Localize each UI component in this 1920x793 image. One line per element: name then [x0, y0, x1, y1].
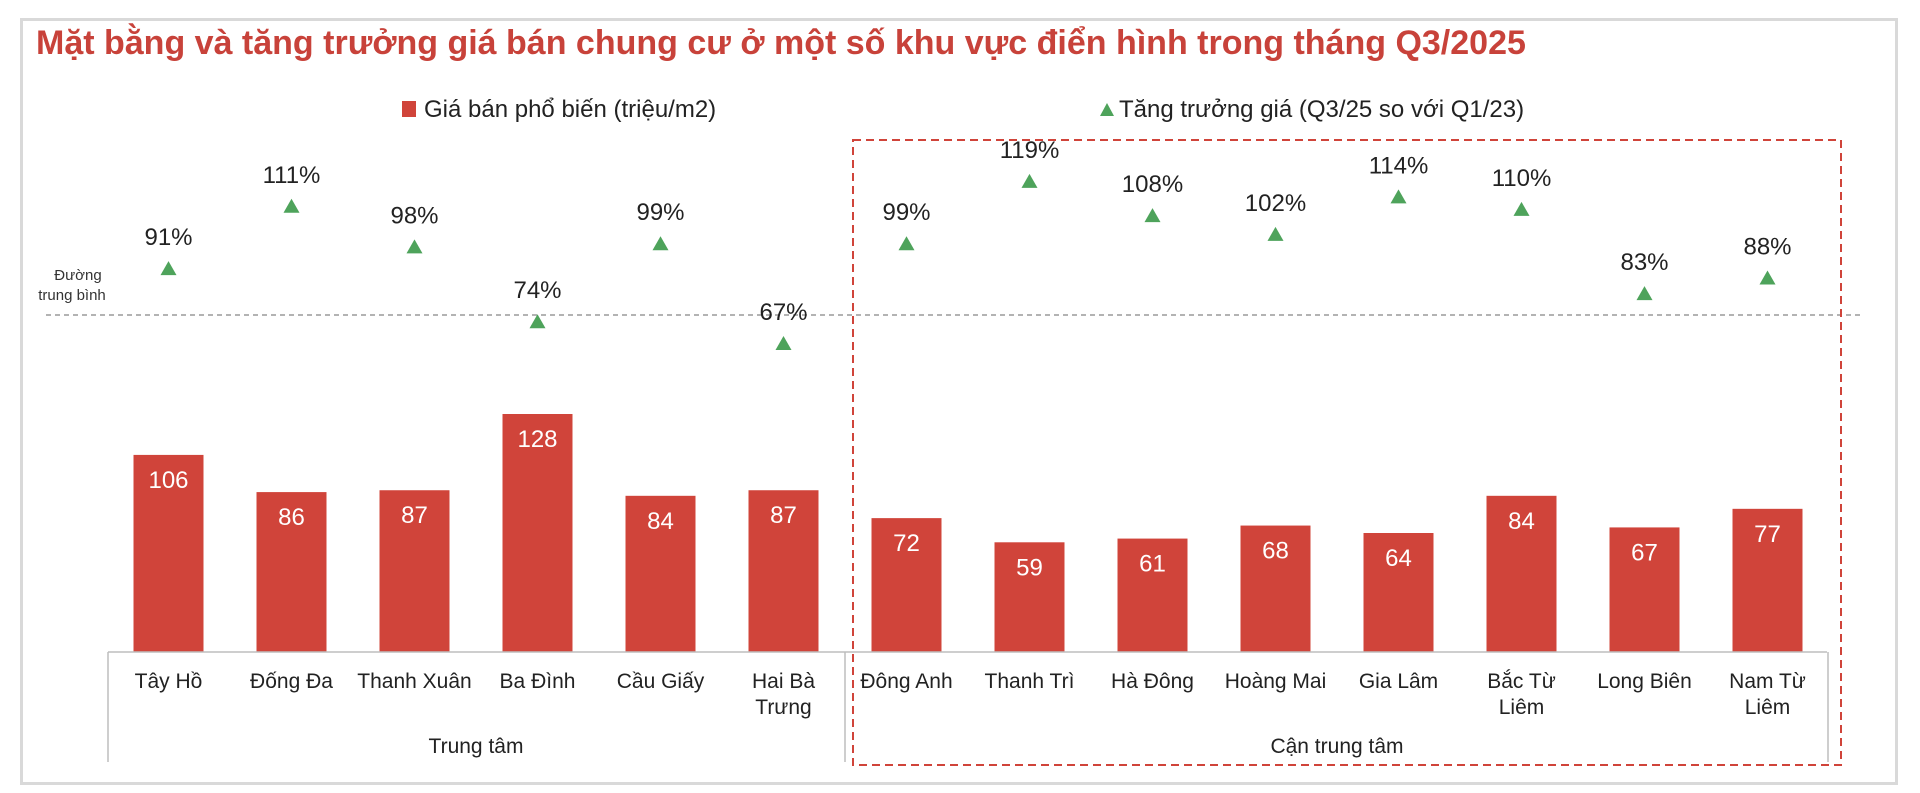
- legend-bar-label: Giá bán phổ biến (triệu/m2): [424, 96, 716, 123]
- category-label: Gia Lâm: [1359, 670, 1438, 693]
- category-groups: Trung tâm Cận trung tâm: [429, 735, 1404, 758]
- category-label: Ba Đình: [500, 670, 576, 693]
- growth-label: 67%: [759, 299, 807, 326]
- growth-marker: [1144, 208, 1161, 223]
- average-line-label-2: trung bình: [38, 287, 106, 304]
- bar: [379, 490, 450, 652]
- growth-marker: [775, 336, 792, 351]
- growth-marker: [529, 314, 546, 329]
- bar: [1609, 527, 1680, 652]
- group-label: Cận trung tâm: [1270, 735, 1403, 758]
- bar: [1732, 508, 1803, 652]
- growth-labels: 91% 111% 98% 74% 99% 67% 99% 119% 108% 102% 114% 11…: [144, 137, 1791, 326]
- category-label: Hà Đông: [1111, 670, 1194, 693]
- growth-label: 114%: [1369, 152, 1429, 179]
- category-label: Liêm: [1745, 696, 1791, 719]
- category-label: Liêm: [1499, 696, 1545, 719]
- bar-value-label: 68: [1262, 538, 1289, 565]
- category-label: Bắc Từ: [1487, 670, 1556, 693]
- average-line-group: Đường trung bình: [38, 267, 1860, 316]
- bar-value-label: 72: [893, 530, 920, 557]
- growth-label: 111%: [263, 162, 321, 189]
- category-label: Hoàng Mai: [1225, 670, 1327, 693]
- group-label: Trung tâm: [429, 735, 524, 758]
- category-label: Đông Anh: [860, 670, 952, 693]
- category-label: Thanh Xuân: [357, 670, 471, 693]
- legend: Giá bán phổ biến (triệu/m2) Tăng trưởng …: [402, 96, 1524, 123]
- bar-value-label: 67: [1631, 539, 1658, 566]
- bars: [133, 414, 1803, 652]
- bar-value-labels: 106 86 87 128 84 87 72 59 61 68 64 84 67 77: [148, 426, 1780, 581]
- bar: [625, 495, 696, 652]
- category-axis: [107, 651, 1829, 762]
- growth-label: 119%: [1000, 137, 1060, 164]
- bar: [1240, 525, 1311, 652]
- bar: [871, 518, 942, 652]
- chart-title: Mặt bằng và tăng trưởng giá bán chung cư…: [36, 24, 1526, 62]
- growth-label: 102%: [1245, 190, 1306, 217]
- chart-frame: [20, 18, 1898, 785]
- growth-marker: [1636, 286, 1653, 301]
- bar-value-label: 87: [770, 502, 797, 529]
- growth-marker: [283, 198, 300, 213]
- category-label: Trưng: [755, 696, 811, 719]
- category-label: Nam Từ: [1729, 670, 1806, 693]
- category-label: Cầu Giấy: [617, 670, 705, 693]
- near-center-highlight-box: [852, 139, 1842, 766]
- bar-value-label: 106: [148, 467, 188, 494]
- growth-label: 98%: [390, 202, 438, 229]
- growth-label: 83%: [1620, 249, 1668, 276]
- category-label: Long Biên: [1597, 670, 1692, 693]
- growth-label: 99%: [636, 199, 684, 226]
- category-label: Tây Hồ: [135, 670, 203, 693]
- growth-marker: [1267, 226, 1284, 241]
- bar: [1117, 538, 1188, 652]
- bar-value-label: 64: [1385, 545, 1412, 572]
- category-labels: Tây Hồ Đống Đa Thanh Xuân Ba Đình Cầu Giấy Ha…: [135, 670, 1806, 719]
- bar: [133, 454, 204, 652]
- growth-label: 110%: [1492, 165, 1552, 192]
- bar-value-label: 84: [647, 508, 674, 535]
- growth-marker: [898, 236, 915, 251]
- growth-label: 88%: [1743, 234, 1791, 261]
- bar-value-label: 59: [1016, 554, 1043, 581]
- growth-label: 99%: [882, 199, 930, 226]
- growth-marker: [1021, 173, 1038, 188]
- bar: [748, 490, 819, 652]
- category-label: Hai Bà: [752, 670, 815, 693]
- category-label: Thanh Trì: [985, 670, 1075, 693]
- legend-marker-label: Tăng trưởng giá (Q3/25 so với Q1/23): [1119, 96, 1524, 123]
- bar-value-label: 128: [517, 426, 557, 453]
- growth-marker: [1390, 189, 1407, 204]
- growth-marker: [1513, 201, 1530, 216]
- bar: [1486, 495, 1557, 652]
- growth-label: 91%: [144, 224, 192, 251]
- bar-value-label: 87: [401, 502, 428, 529]
- legend-bar-swatch: [402, 101, 416, 117]
- average-line-label-1: Đường: [54, 267, 101, 284]
- bar-value-label: 61: [1139, 551, 1166, 578]
- bar: [994, 542, 1065, 652]
- legend-marker-icon: [1100, 103, 1114, 116]
- growth-label: 74%: [513, 277, 561, 304]
- growth-marker: [652, 236, 669, 251]
- bar: [256, 492, 327, 652]
- bar-value-label: 86: [278, 504, 305, 531]
- growth-markers: [160, 173, 1776, 351]
- bar: [502, 414, 573, 652]
- bar-value-label: 77: [1754, 521, 1781, 548]
- growth-marker: [406, 239, 423, 254]
- bar: [1363, 533, 1434, 652]
- category-label: Đống Đa: [250, 670, 333, 693]
- growth-marker: [1759, 270, 1776, 285]
- bar-value-label: 84: [1508, 508, 1535, 535]
- growth-label: 108%: [1122, 171, 1183, 198]
- growth-marker: [160, 261, 177, 276]
